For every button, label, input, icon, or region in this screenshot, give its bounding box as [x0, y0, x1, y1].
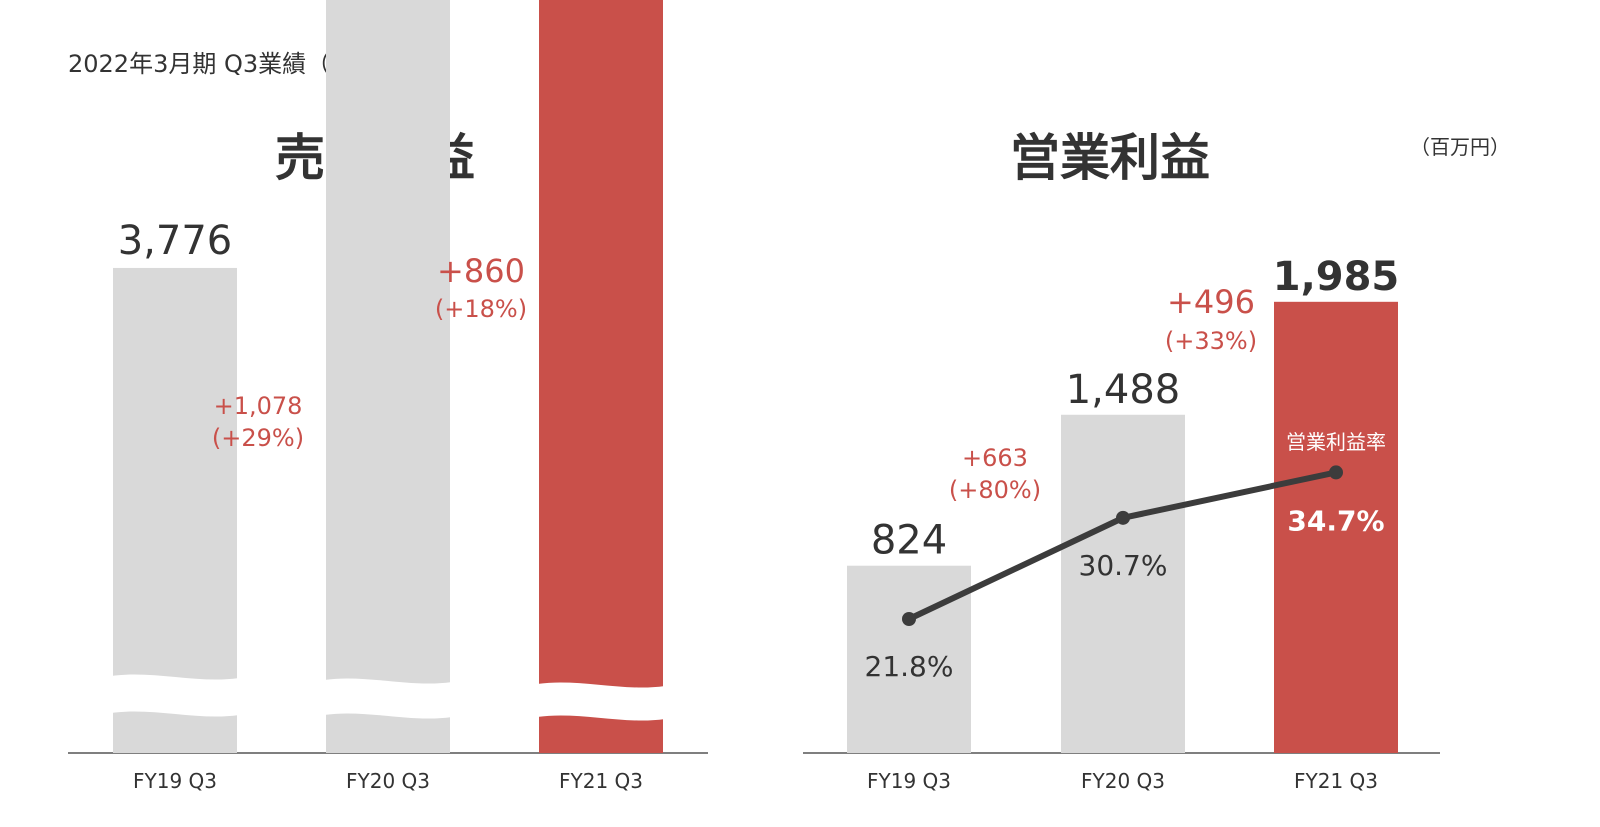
revenue-bar-fy20-q3	[324, 0, 452, 754]
margin-point	[1329, 465, 1343, 480]
profit-category-label: FY21 Q3	[1294, 769, 1378, 793]
margin-point	[1116, 510, 1130, 525]
margin-point	[902, 612, 916, 626]
profit-change-delta: +496	[1167, 283, 1255, 321]
revenue-value-label: 3,776	[118, 218, 233, 264]
margin-series-name: 営業利益率	[1286, 430, 1386, 454]
profit-change-pct: (+80%)	[949, 476, 1041, 504]
margin-label: 34.7%	[1287, 504, 1384, 537]
revenue-change-pct: (+18%)	[435, 295, 527, 323]
revenue-change-delta: +1,078	[214, 392, 303, 420]
margin-label: 21.8%	[865, 650, 954, 683]
revenue-category-label: FY20 Q3	[346, 769, 430, 793]
revenue-category-label: FY21 Q3	[559, 769, 643, 793]
profit-bar-fy20-q3	[1061, 414, 1185, 753]
axis-break-mark	[324, 678, 452, 719]
revenue-change-pct: (+29%)	[212, 424, 304, 452]
profit-bar-fy21-q3	[1274, 301, 1398, 753]
margin-label: 30.7%	[1079, 549, 1168, 582]
profit-category-label: FY20 Q3	[1081, 769, 1165, 793]
profit-value-label: 824	[871, 518, 947, 564]
profit-change-pct: (+33%)	[1165, 327, 1257, 355]
unit-label: （百万円）	[1410, 135, 1510, 159]
chart-title-operating-profit: 営業利益	[1010, 129, 1210, 187]
profit-category-label: FY19 Q3	[867, 769, 951, 793]
axis-break-mark	[537, 682, 665, 721]
profit-value-label: 1,985	[1273, 254, 1400, 300]
revenue-bar-fy19-q3	[111, 267, 239, 753]
revenue-change-delta: +860	[437, 252, 525, 290]
axis-break-mark	[111, 674, 239, 717]
profit-value-label: 1,488	[1066, 367, 1181, 413]
revenue-category-label: FY19 Q3	[133, 769, 217, 793]
revenue-bar-fy21-q3	[537, 0, 665, 753]
profit-change-delta: +663	[962, 444, 1028, 472]
